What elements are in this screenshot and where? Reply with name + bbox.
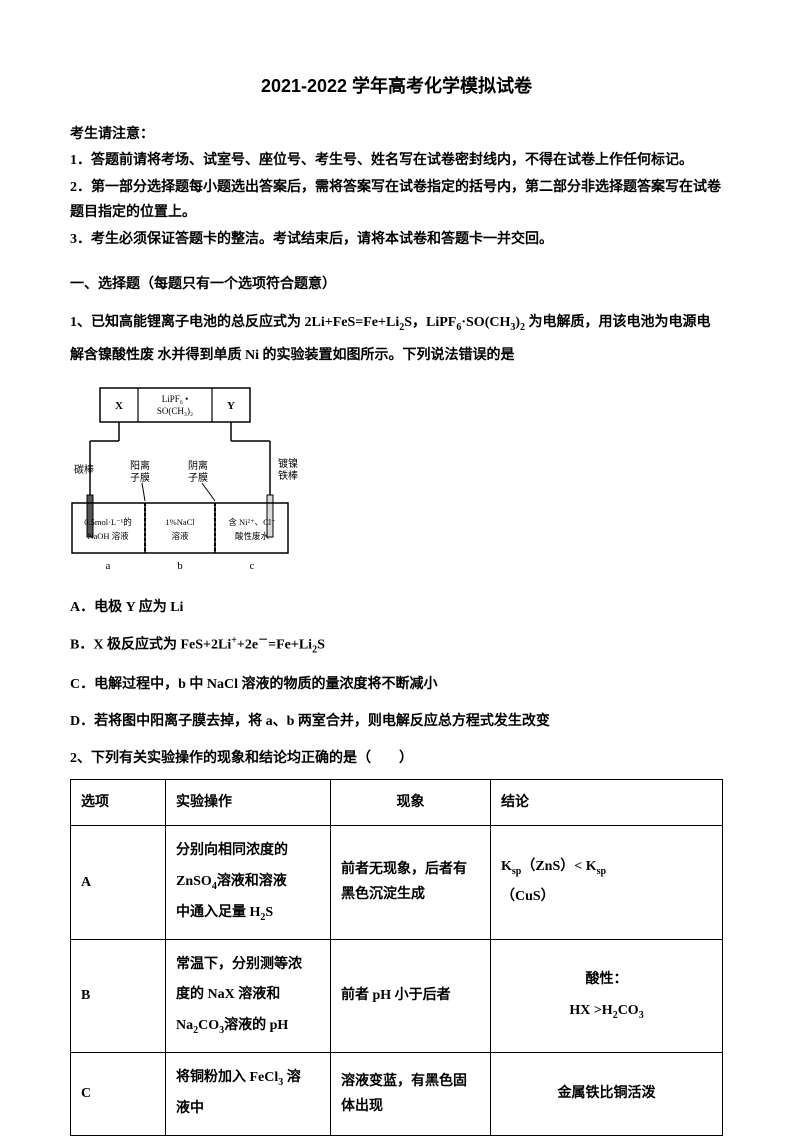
q1-optb-d: S: [317, 638, 325, 653]
cell-phen-b: 前者 pH 小于后者: [331, 939, 491, 1052]
diagram-cell-a1: 0.5mol·L⁻¹的: [84, 517, 131, 527]
table-row: B 常温下，分别测等浓 度的 NaX 溶液和 Na2CO3溶液的 pH 前者 p…: [71, 939, 723, 1052]
q1-optb-a: B．X 极反应式为 FeS+2Li: [70, 638, 231, 653]
cell-phen-a: 前者无现象，后者有黑色沉淀生成: [331, 826, 491, 939]
diagram-label-y: Y: [227, 400, 235, 412]
ra-c1: K: [501, 859, 512, 874]
th-operation: 实验操作: [166, 780, 331, 826]
diagram-cell-c1: 含 Ni²⁺、Cl⁻: [228, 517, 276, 527]
rb-c2: HX >H: [569, 1003, 612, 1018]
diagram-label-mid1: LiPF₆ •: [162, 394, 189, 404]
th-option: 选项: [71, 780, 166, 826]
diagram-lab-b: b: [177, 560, 183, 572]
rb-c1: 酸性：: [586, 972, 628, 987]
cell-opt-a: A: [71, 826, 166, 939]
page-title: 2021-2022 学年高考化学模拟试卷: [70, 70, 723, 102]
cell-opt-c: C: [71, 1053, 166, 1136]
cell-phen-c: 溶液变蓝，有黑色固体出现: [331, 1053, 491, 1136]
q1-option-c: C．电解过程中，b 中 NaCl 溶液的物质的量浓度将不断减小: [70, 672, 723, 697]
q1-option-b: B．X 极反应式为 FeS+2Li++2e－=Fe+Li2S: [70, 632, 723, 659]
diagram-rod-left: 碳棒: [74, 463, 94, 476]
notice-item-1: 1．答题前请将考场、试室号、座位号、考生号、姓名写在试卷密封线内，不得在试卷上作…: [70, 148, 723, 173]
rc-op2: 溶: [283, 1070, 301, 1085]
rb-op2: 度的 NaX 溶液和: [176, 987, 280, 1002]
q1-text-c: ·SO(CH: [461, 315, 510, 330]
diagram-lab-a: a: [106, 560, 111, 572]
diagram-mem2b: 子膜: [188, 472, 208, 484]
ra-c2: （ZnS）< K: [521, 859, 596, 874]
cell-op-c: 将铜粉加入 FeCl3 溶 液中: [166, 1053, 331, 1136]
rb-op4: CO: [198, 1018, 219, 1033]
cell-conc-b: 酸性： HX >H2CO3: [491, 939, 723, 1052]
ra-c3: （CuS）: [501, 889, 555, 904]
rb-op1: 常温下，分别测等浓: [176, 957, 302, 972]
th-conclusion: 结论: [491, 780, 723, 826]
rc-op1: 将铜粉加入 FeCl: [176, 1070, 278, 1085]
q1-text-a: 1、已知高能锂离子电池的总反应式为 2Li+FeS=Fe+Li: [70, 315, 399, 330]
q1-option-d: D．若将图中阳离子膜去掉，将 a、b 两室合并，则电解反应总方程式发生改变: [70, 709, 723, 734]
q1-text-b: S，LiPF: [404, 315, 456, 330]
ra-op1: 分别向相同浓度的: [176, 843, 288, 858]
q1-optb-b: +2e: [237, 638, 258, 653]
diagram-rod-right-a: 镀镍: [278, 457, 298, 470]
diagram-label-x: X: [115, 400, 123, 412]
diagram-mem1b: 子膜: [130, 472, 150, 484]
diagram-rod-right-b: 铁棒: [278, 469, 298, 482]
cell-op-b: 常温下，分别测等浓 度的 NaX 溶液和 Na2CO3溶液的 pH: [166, 939, 331, 1052]
q1-option-a: A．电极 Y 应为 Li: [70, 595, 723, 620]
ra-op4: 中通入足量 H: [176, 905, 260, 920]
diagram-mem1a: 阳离: [130, 459, 150, 472]
table-row: A 分别向相同浓度的 ZnSO4溶液和溶液 中通入足量 H2S 前者无现象，后者…: [71, 826, 723, 939]
cell-conc-c: 金属铁比铜活泼: [491, 1053, 723, 1136]
cell-opt-b: B: [71, 939, 166, 1052]
q2-stem: 2、下列有关实验操作的现象和结论均正确的是（ ）: [70, 746, 723, 771]
q2-table: 选项 实验操作 现象 结论 A 分别向相同浓度的 ZnSO4溶液和溶液 中通入足…: [70, 779, 723, 1136]
cell-conc-a: Ksp（ZnS）< Ksp（CuS）: [491, 826, 723, 939]
section-heading: 一、选择题（每题只有一个选项符合题意）: [70, 272, 723, 297]
notice-item-2: 2．第一部分选择题每小题选出答案后，需将答案写在试卷指定的括号内，第二部分非选择…: [70, 175, 723, 225]
table-row: C 将铜粉加入 FeCl3 溶 液中 溶液变蓝，有黑色固体出现 金属铁比铜活泼: [71, 1053, 723, 1136]
q1-stem: 1、已知高能锂离子电池的总反应式为 2Li+FeS=Fe+Li2S，LiPF6·…: [70, 306, 723, 373]
cell-op-a: 分别向相同浓度的 ZnSO4溶液和溶液 中通入足量 H2S: [166, 826, 331, 939]
diagram-label-mid2: SO(CH₃)₂: [157, 406, 193, 416]
notice-item-3: 3．考生必须保证答题卡的整洁。考试结束后，请将本试卷和答题卡一并交回。: [70, 227, 723, 252]
rc-op3: 液中: [176, 1101, 204, 1116]
table-header-row: 选项 实验操作 现象 结论: [71, 780, 723, 826]
diagram-cell-b2: 溶液: [171, 531, 189, 541]
notice-heading: 考生请注意：: [70, 122, 723, 147]
notice-block: 考生请注意： 1．答题前请将考场、试室号、座位号、考生号、姓名写在试卷密封线内，…: [70, 122, 723, 252]
rb-c3: CO: [618, 1003, 639, 1018]
q1-optb-c: =Fe+Li: [268, 638, 312, 653]
q1-text-f: 水并得到单质 Ni 的实验装置如图所示。下列说法错误的是: [158, 348, 515, 363]
diagram-cell-b1: 1%NaCl: [165, 517, 195, 527]
rb-op3: Na: [176, 1018, 193, 1033]
ra-op3: 溶液和溶液: [217, 874, 287, 889]
th-phenomenon: 现象: [331, 780, 491, 826]
diagram-lab-c: c: [250, 560, 255, 572]
diagram-cell-c2: 酸性废水: [235, 531, 270, 541]
q1-diagram: X LiPF₆ • SO(CH₃)₂ Y 碳棒 镀镍 铁棒 阳离 子膜 阴离 子…: [70, 383, 723, 583]
diagram-mem2a: 阴离: [188, 459, 208, 472]
rb-op5: 溶液的 pH: [224, 1018, 288, 1033]
diagram-cell-a2: NaOH 溶液: [87, 531, 129, 541]
ra-op2: ZnSO: [176, 874, 212, 889]
ra-op5: S: [265, 905, 273, 920]
